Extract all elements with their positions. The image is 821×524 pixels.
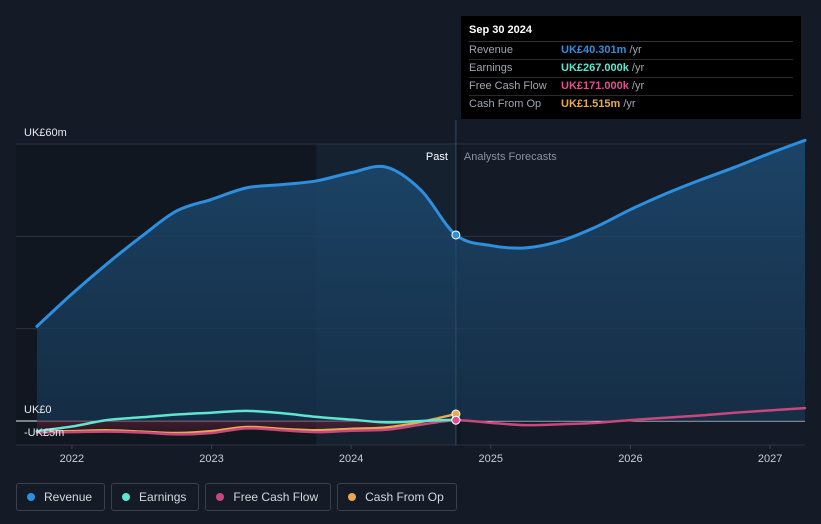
free-cash-flow-line (35, 406, 807, 436)
legend-label: Cash From Op (365, 490, 444, 504)
revenue-dot-icon (27, 493, 35, 501)
tooltip: Sep 30 2024 Revenue UK£40.301m /yr Earni… (461, 16, 801, 119)
legend: Revenue Earnings Free Cash Flow Cash Fro… (16, 483, 457, 511)
tooltip-unit: /yr (631, 62, 645, 74)
tooltip-label: Free Cash Flow (469, 80, 547, 92)
past-label: Past (426, 151, 448, 163)
legend-item-earnings[interactable]: Earnings (111, 483, 200, 511)
earnings-dot-icon (122, 493, 131, 501)
x-axis-label: 2023 (199, 453, 223, 465)
legend-item-free-cash-flow[interactable]: Free Cash Flow (205, 483, 332, 511)
revenue-marker (451, 230, 461, 240)
tooltip-unit: /yr (631, 80, 645, 92)
tooltip-unit: /yr (629, 44, 642, 56)
earnings-line (35, 409, 458, 433)
x-axis-label: 2027 (758, 453, 782, 465)
x-axis-label: 2024 (339, 453, 363, 465)
tooltip-label: Revenue (469, 44, 514, 56)
free-cash-flow-marker (451, 415, 461, 425)
tooltip-value: UK£1.515m (561, 98, 621, 110)
tooltip-label: Earnings (469, 62, 513, 74)
revenue-line (35, 138, 807, 328)
tooltip-value: UK£171.000k (561, 80, 629, 92)
tooltip-row-revenue: Revenue UK£40.301m /yr (469, 42, 793, 60)
y-axis-label: UK£60m (24, 127, 67, 139)
tooltip-row-earnings: Earnings UK£267.000k /yr (469, 60, 793, 78)
cash-from-op-line (35, 412, 458, 435)
tooltip-row-cash-from-op: Cash From Op UK£1.515m /yr (469, 96, 793, 113)
legend-label: Earnings (139, 490, 187, 504)
revenue-area (36, 140, 806, 421)
tooltip-value: UK£267.000k (561, 62, 629, 74)
tooltip-row-free-cash-flow: Free Cash Flow UK£171.000k /yr (469, 78, 793, 96)
free-cash-flow-dot-icon (216, 493, 225, 501)
x-axis-label: 2022 (60, 453, 84, 465)
tooltip-label: Cash From Op (469, 98, 542, 110)
tooltip-date: Sep 30 2024 (469, 24, 793, 42)
x-axis-label: 2026 (618, 453, 642, 465)
tooltip-value: UK£40.301m (561, 44, 627, 56)
forecast-label: Analysts Forecasts (464, 151, 557, 163)
legend-item-cash-from-op[interactable]: Cash From Op (337, 483, 457, 511)
legend-label: Revenue (44, 490, 93, 504)
legend-label: Free Cash Flow (233, 490, 319, 504)
cash-from-op-dot-icon (348, 493, 357, 501)
x-axis-label: 2025 (479, 453, 503, 465)
y-axis-label: UK£0 (24, 404, 52, 416)
tooltip-unit: /yr (623, 98, 636, 110)
y-axis-label: -UK£5m (24, 427, 64, 439)
legend-item-revenue[interactable]: Revenue (16, 483, 106, 511)
